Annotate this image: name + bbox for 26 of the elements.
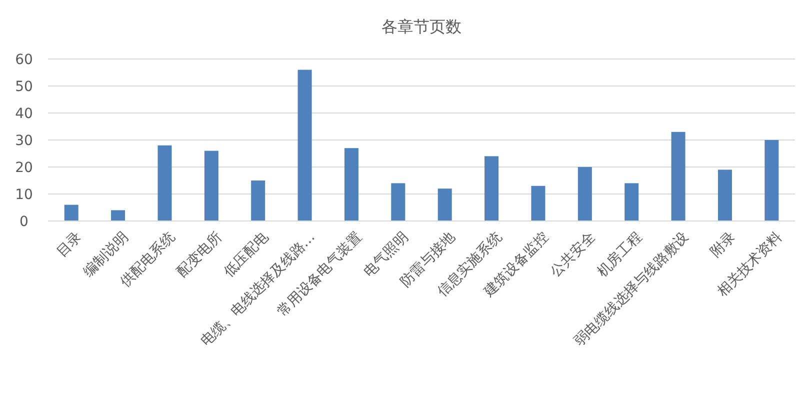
- bar: [111, 210, 126, 221]
- bar: [298, 70, 312, 221]
- bar: [764, 140, 779, 221]
- bar: [671, 132, 686, 221]
- y-tick-label: 30: [15, 133, 33, 149]
- bar: [251, 180, 266, 221]
- y-tick-label: 20: [15, 160, 33, 176]
- chart-title: 各章节页数: [382, 17, 462, 36]
- bar: [391, 183, 406, 221]
- bar: [204, 150, 218, 221]
- bar: [484, 156, 499, 221]
- bar: [344, 148, 358, 221]
- x-tick-label: 目录: [54, 229, 85, 260]
- bar: [578, 167, 592, 221]
- bar: [531, 186, 546, 221]
- y-tick-label: 10: [15, 187, 33, 203]
- bar: [624, 183, 639, 221]
- x-tick-label: 附录: [707, 229, 739, 260]
- bar: [64, 204, 78, 221]
- bar: [158, 145, 172, 221]
- bar: [438, 188, 452, 221]
- y-tick-label: 40: [15, 106, 33, 122]
- y-tick-label: 50: [15, 79, 33, 95]
- y-tick-label: 60: [15, 52, 33, 68]
- y-tick-label: 0: [20, 214, 28, 230]
- bar: [718, 170, 732, 221]
